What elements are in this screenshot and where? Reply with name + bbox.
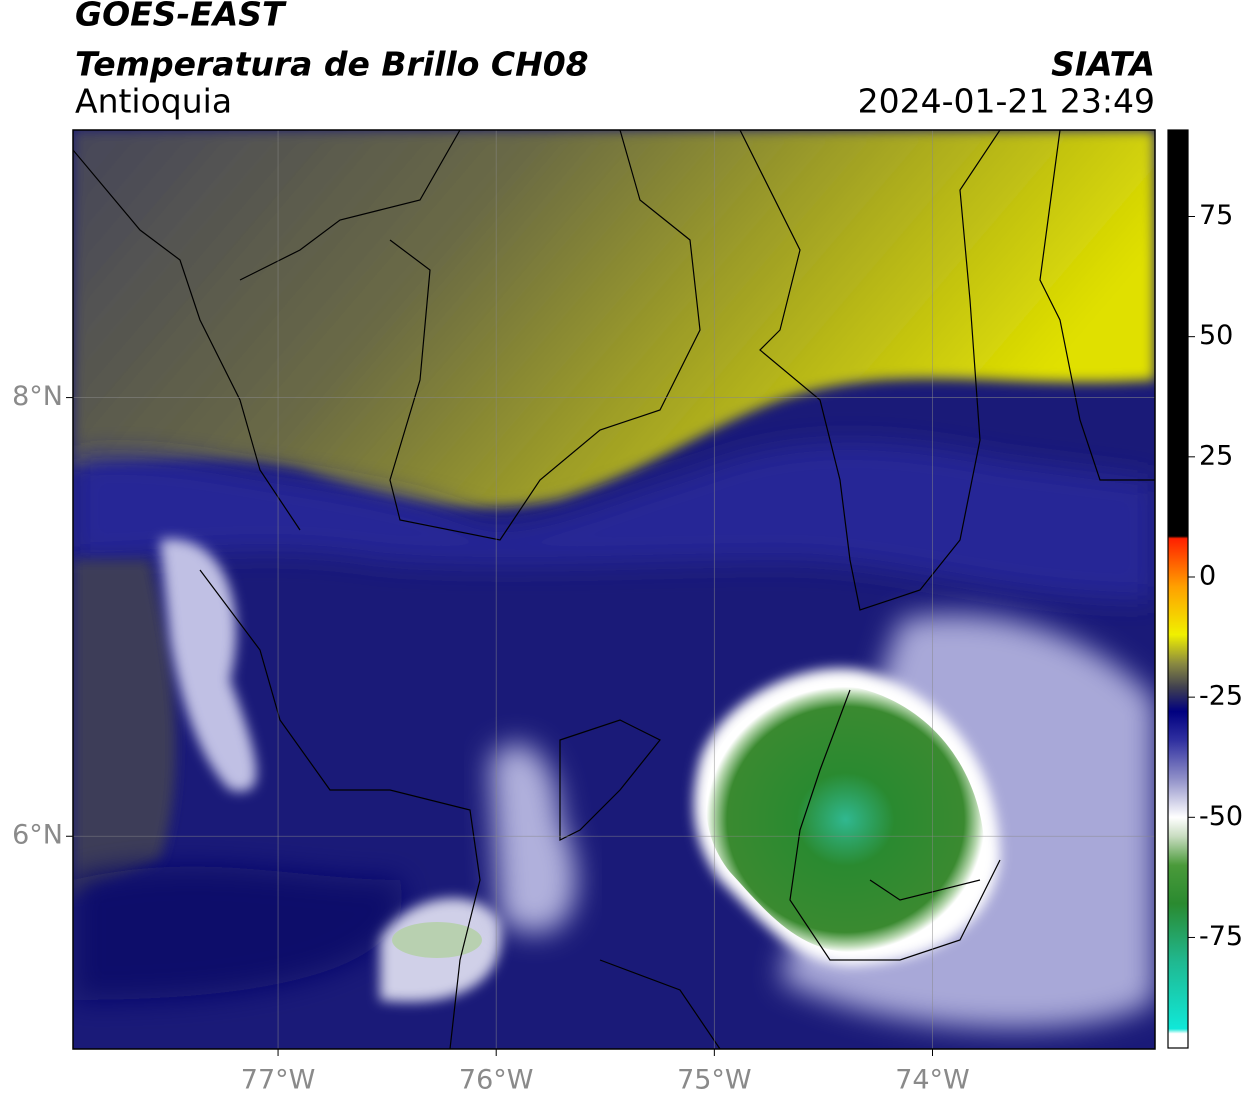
map-field xyxy=(73,130,1155,1049)
colorbar-tick-label: -25 xyxy=(1199,681,1243,712)
source: SIATA xyxy=(1051,45,1155,84)
x-tick-label: 74°W xyxy=(895,1065,970,1096)
colorbar-tick-label: -50 xyxy=(1199,801,1243,832)
y-tick-label: 6°N xyxy=(12,820,63,851)
x-tick-label: 77°W xyxy=(241,1065,316,1096)
colorbar xyxy=(1167,129,1189,1049)
x-tick-label: 76°W xyxy=(459,1065,534,1096)
colorbar-tick-label: -75 xyxy=(1199,921,1243,952)
colorbar-tick-label: 25 xyxy=(1199,440,1233,471)
y-tick-label: 8°N xyxy=(12,381,63,412)
colorbar-tick-label: 50 xyxy=(1199,320,1233,351)
satellite: GOES-EAST xyxy=(75,0,287,34)
datetime: 2024-01-21 23:49 xyxy=(858,82,1155,121)
map-frame xyxy=(72,129,1156,1050)
region: Antioquia xyxy=(75,82,232,121)
x-tick-label: 75°W xyxy=(677,1065,752,1096)
product: Temperatura de Brillo CH08 xyxy=(75,45,589,84)
colorbar-tick-label: 75 xyxy=(1199,200,1233,231)
colorbar-tick-label: 0 xyxy=(1199,560,1216,591)
